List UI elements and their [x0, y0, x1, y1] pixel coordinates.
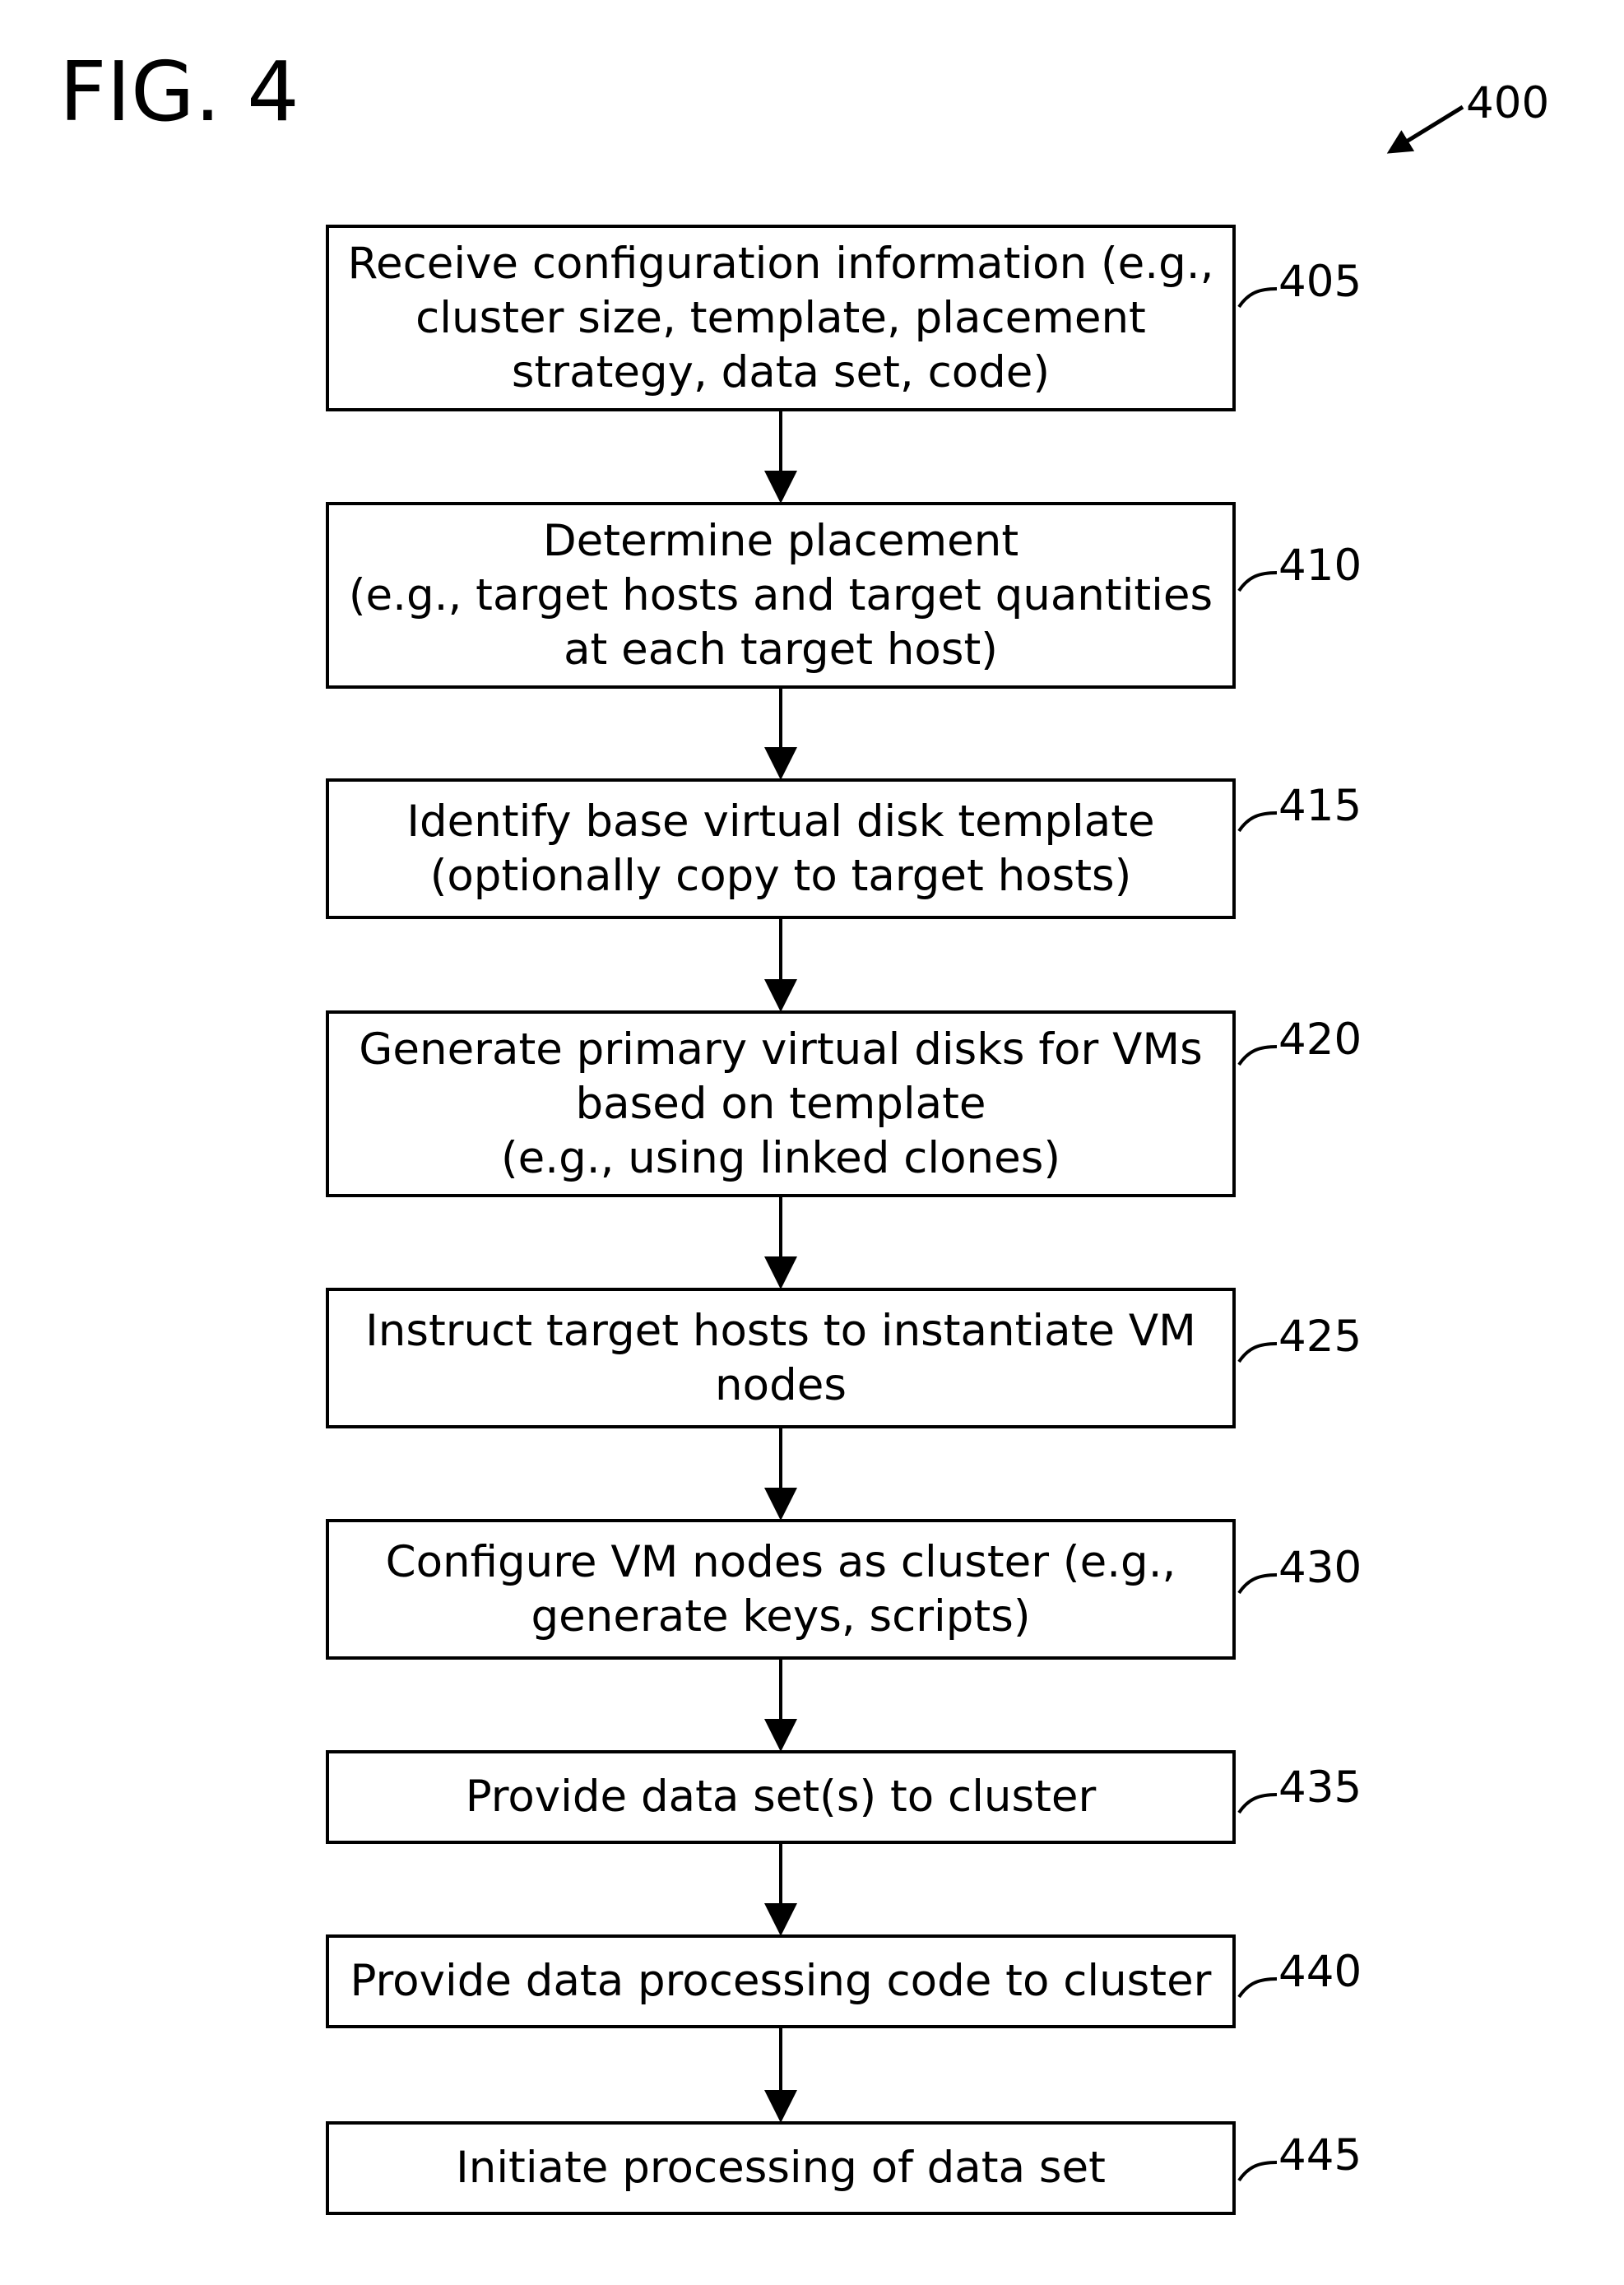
step-text-line: Initiate processing of data set — [456, 2141, 1106, 2195]
reference-leader-line — [1239, 813, 1277, 831]
step-reference-number-420: 420 — [1278, 1015, 1362, 1065]
reference-leader-line — [1239, 1979, 1277, 1997]
step-text-line: Generate primary virtual disks for VMs — [359, 1023, 1202, 1077]
step-text-line: nodes — [715, 1358, 847, 1413]
reference-leader-line — [1239, 1344, 1277, 1362]
step-text-line: Determine placement — [543, 514, 1018, 569]
step-box-440: Provide data processing code to cluster — [326, 1934, 1236, 2028]
step-text-line: (e.g., using linked clones) — [501, 1131, 1060, 1186]
step-box-425: Instruct target hosts to instantiate VMn… — [326, 1288, 1236, 1428]
step-reference-number-445: 445 — [1278, 2131, 1362, 2181]
step-box-410: Determine placement(e.g., target hosts a… — [326, 502, 1236, 689]
step-reference-number-435: 435 — [1278, 1763, 1362, 1813]
step-box-405: Receive configuration information (e.g.,… — [326, 225, 1236, 411]
step-text-line: at each target host) — [564, 623, 998, 677]
reference-leader-line — [1239, 1575, 1277, 1593]
reference-leader-line — [1239, 573, 1277, 591]
step-text-line: Configure VM nodes as cluster (e.g., — [386, 1535, 1176, 1590]
step-text-line: strategy, data set, code) — [512, 346, 1050, 400]
step-reference-number-425: 425 — [1278, 1312, 1362, 1362]
step-text-line: (e.g., target hosts and target quantitie… — [349, 569, 1213, 623]
step-box-430: Configure VM nodes as cluster (e.g.,gene… — [326, 1519, 1236, 1660]
step-text-line: generate keys, scripts) — [531, 1590, 1030, 1644]
step-reference-number-415: 415 — [1278, 782, 1362, 831]
step-box-435: Provide data set(s) to cluster — [326, 1750, 1236, 1844]
step-reference-number-405: 405 — [1278, 258, 1362, 307]
step-text-line: Instruct target hosts to instantiate VM — [365, 1304, 1196, 1358]
step-text-line: (optionally copy to target hosts) — [430, 849, 1132, 903]
step-reference-number-440: 440 — [1278, 1948, 1362, 1997]
step-text-line: based on template — [576, 1077, 986, 1131]
step-text-line: cluster size, template, placement — [415, 291, 1146, 346]
step-box-420: Generate primary virtual disks for VMsba… — [326, 1010, 1236, 1197]
step-text-line: Provide data set(s) to cluster — [466, 1770, 1097, 1824]
reference-leader-line — [1239, 1795, 1277, 1813]
step-text-line: Identify base virtual disk template — [406, 795, 1154, 849]
step-reference-number-430: 430 — [1278, 1544, 1362, 1593]
step-text-line: Provide data processing code to cluster — [350, 1954, 1212, 2009]
reference-leader-line — [1239, 289, 1277, 307]
step-box-445: Initiate processing of data set — [326, 2121, 1236, 2215]
figure-pointer-arrow — [1390, 107, 1463, 151]
step-reference-number-410: 410 — [1278, 541, 1362, 591]
step-text-line: Receive configuration information (e.g., — [348, 237, 1214, 291]
reference-leader-line — [1239, 1047, 1277, 1065]
reference-leader-line — [1239, 2162, 1277, 2181]
step-box-415: Identify base virtual disk template(opti… — [326, 778, 1236, 919]
